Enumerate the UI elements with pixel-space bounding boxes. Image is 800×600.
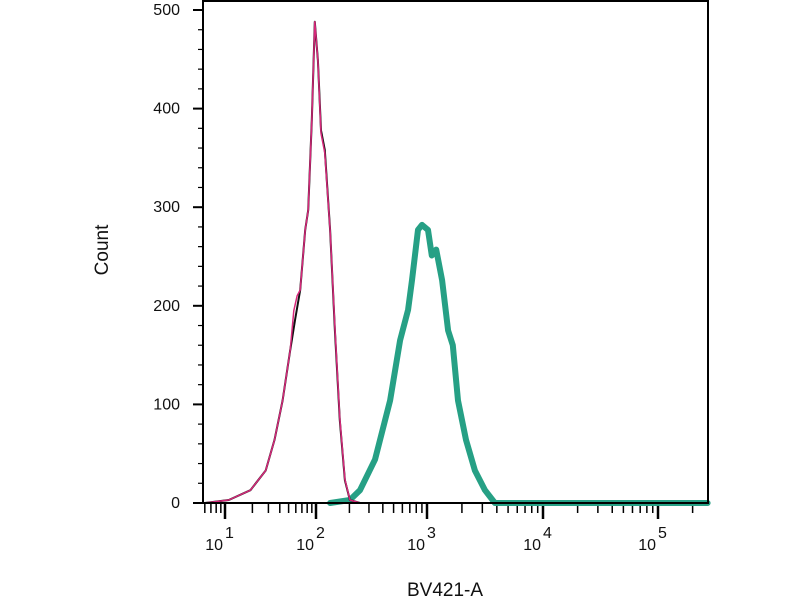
y-axis: 0 100 200 300 400 500	[153, 2, 203, 512]
y-tick-label: 100	[153, 396, 180, 413]
plot-frame	[202, 0, 709, 504]
y-tick-label: 200	[153, 298, 180, 315]
x-tick-label-base: 10	[407, 537, 425, 554]
x-tick-label-exponent: 2	[316, 525, 325, 542]
y-tick-label: 0	[171, 495, 180, 512]
x-tick-label-exponent: 5	[658, 525, 667, 542]
histogram-series-line	[204, 21, 361, 504]
y-tick-label: 500	[153, 2, 180, 19]
x-tick-label-base: 10	[296, 537, 314, 554]
histogram-series-line	[327, 221, 711, 506]
y-tick-label: 400	[153, 101, 180, 118]
histogram-series-line	[203, 20, 361, 504]
x-tick-label-base: 10	[523, 537, 541, 554]
series-group	[203, 20, 711, 506]
x-tick-label-exponent: 4	[543, 525, 552, 542]
x-tick-label-exponent: 3	[427, 525, 436, 542]
x-tick-label-exponent: 1	[225, 525, 234, 542]
x-tick-label-base: 10	[205, 537, 223, 554]
x-axis-title: BV421-A	[407, 580, 483, 600]
y-tick-label: 300	[153, 199, 180, 216]
y-axis-title: Count	[92, 224, 113, 275]
x-tick-label-base: 10	[638, 537, 656, 554]
